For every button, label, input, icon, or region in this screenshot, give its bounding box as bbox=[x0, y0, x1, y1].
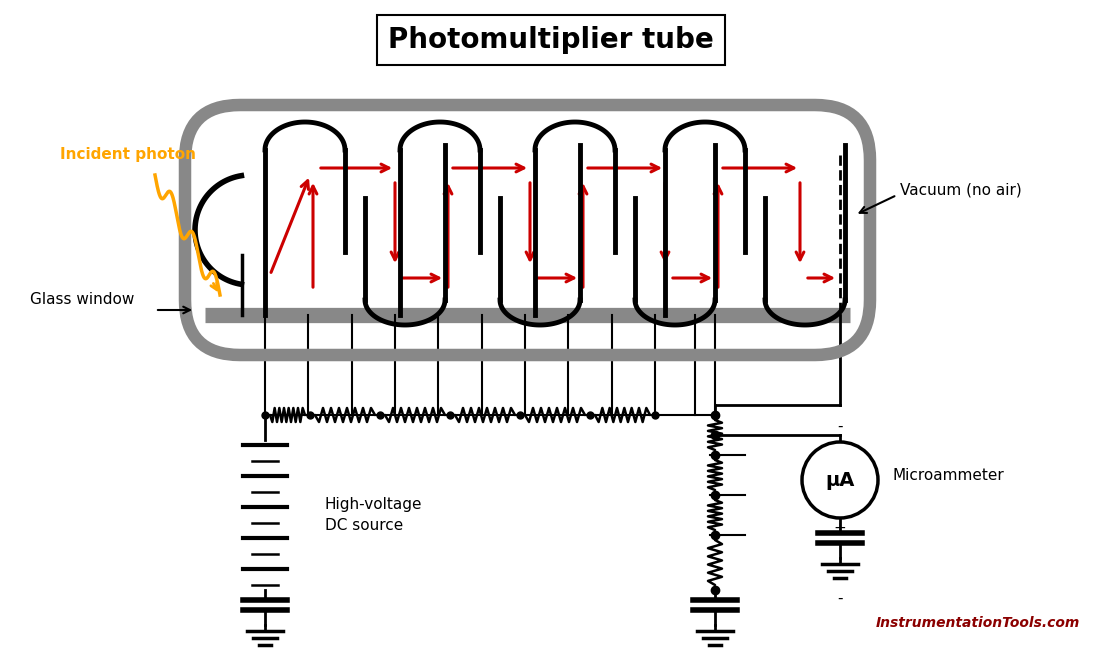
Text: Glass window: Glass window bbox=[30, 293, 134, 308]
Text: -: - bbox=[838, 419, 843, 434]
Text: Photomultiplier tube: Photomultiplier tube bbox=[388, 26, 714, 54]
Text: InstrumentationTools.com: InstrumentationTools.com bbox=[876, 616, 1080, 630]
Text: High-voltage: High-voltage bbox=[325, 497, 422, 512]
Text: Vacuum (no air): Vacuum (no air) bbox=[900, 183, 1022, 198]
Text: Microammeter: Microammeter bbox=[892, 467, 1004, 482]
Text: -: - bbox=[838, 591, 843, 606]
Text: DC source: DC source bbox=[325, 518, 403, 533]
Circle shape bbox=[802, 442, 878, 518]
Text: μA: μA bbox=[825, 471, 855, 490]
Text: +: + bbox=[833, 521, 846, 536]
Text: Incident photon: Incident photon bbox=[60, 147, 196, 162]
